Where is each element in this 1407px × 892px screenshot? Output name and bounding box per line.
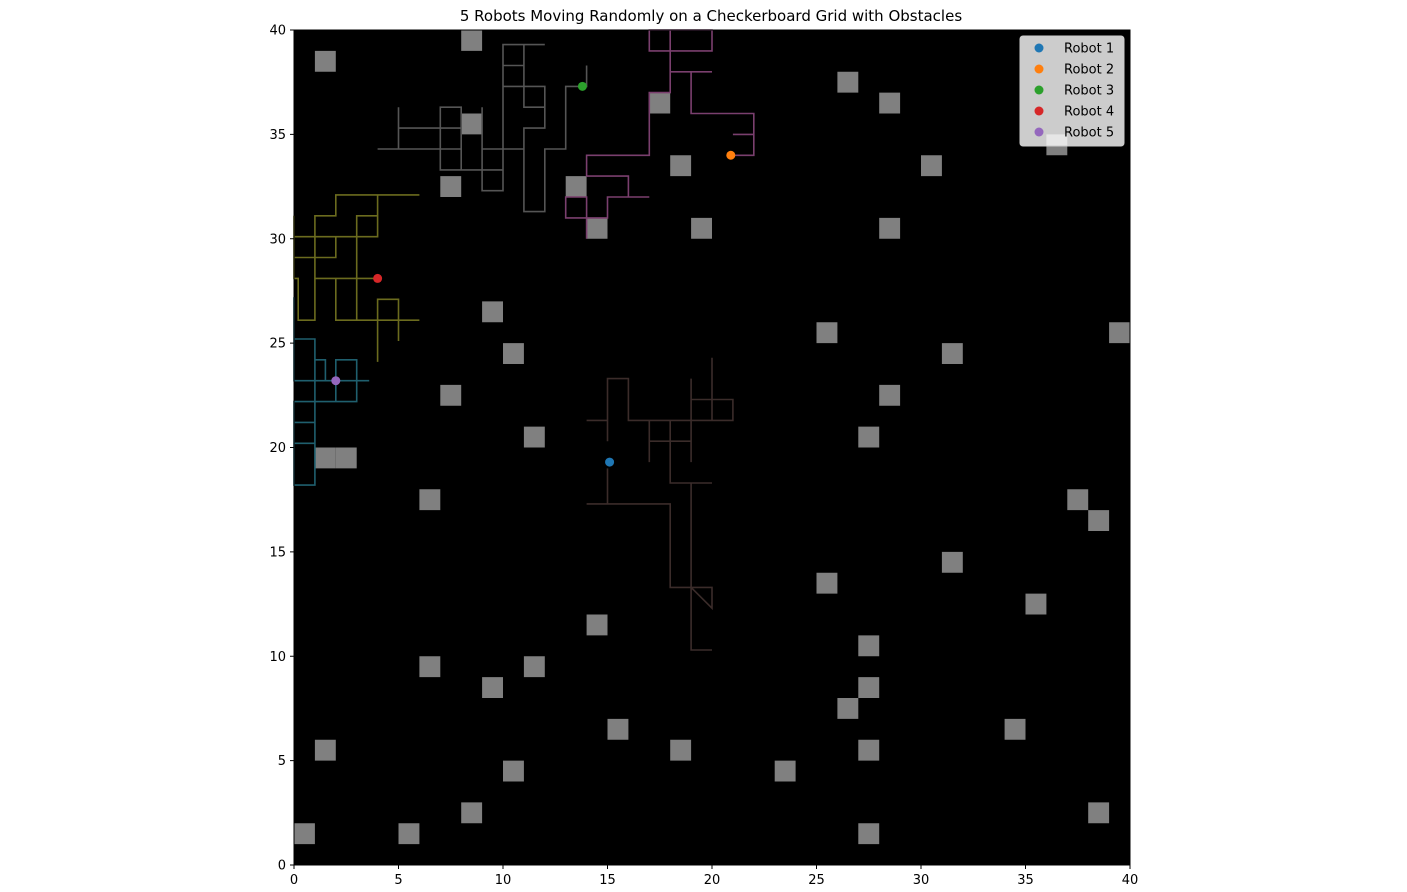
obstacle-cell bbox=[461, 113, 483, 135]
obstacle-cell bbox=[335, 447, 357, 469]
robot-3-trail bbox=[377, 43, 588, 213]
obstacle-cell bbox=[565, 176, 587, 197]
legend-label: Robot 5 bbox=[1064, 126, 1114, 141]
x-tick-label: 35 bbox=[1017, 873, 1034, 888]
obstacle-cell bbox=[941, 551, 963, 573]
obstacle-cell bbox=[649, 92, 671, 114]
obstacle-cell bbox=[482, 677, 503, 698]
obstacle-cell bbox=[607, 718, 629, 740]
y-tick-label: 35 bbox=[269, 128, 286, 143]
y-tick-label: 25 bbox=[269, 337, 286, 352]
obstacle-cell bbox=[1109, 322, 1130, 344]
obstacle-cell bbox=[503, 760, 524, 782]
legend-label: Robot 1 bbox=[1064, 42, 1114, 57]
robot-5-marker bbox=[331, 376, 341, 386]
obstacle-cell bbox=[314, 50, 336, 72]
obstacle-cell bbox=[419, 489, 441, 511]
obstacle-cell bbox=[858, 426, 880, 448]
obstacle-cell bbox=[858, 635, 880, 657]
obstacle-cell bbox=[670, 739, 692, 761]
x-tick-label: 15 bbox=[599, 873, 616, 888]
obstacle-cell bbox=[398, 823, 420, 845]
obstacle-cell bbox=[440, 176, 462, 197]
obstacle-cell bbox=[816, 572, 838, 594]
legend: Robot 1 Robot 2 Robot 3 Robot 4 Robot 5 bbox=[1019, 35, 1125, 147]
plot-area bbox=[294, 30, 1130, 865]
y-tick-label: 40 bbox=[269, 24, 286, 39]
obstacle-cell bbox=[837, 71, 859, 93]
legend-label: Robot 2 bbox=[1064, 63, 1114, 78]
legend-box bbox=[1019, 35, 1125, 147]
obstacle-cell bbox=[1088, 510, 1110, 531]
y-axis: 0 5 10 15 20 25 30 35 40 bbox=[269, 24, 294, 874]
obstacle-cell bbox=[482, 301, 503, 323]
robot-4-marker bbox=[373, 273, 383, 283]
legend-marker bbox=[1034, 85, 1044, 95]
obstacle-cell bbox=[440, 384, 462, 406]
robot-1-marker bbox=[605, 457, 615, 467]
obstacle-cell bbox=[586, 614, 608, 636]
robot-3-marker bbox=[577, 81, 587, 91]
robots-layer bbox=[331, 81, 736, 467]
x-tick-label: 10 bbox=[495, 873, 512, 888]
robot-2-marker bbox=[726, 150, 736, 160]
obstacle-cell bbox=[837, 698, 859, 719]
obstacle-cell bbox=[1067, 489, 1089, 511]
obstacle-cell bbox=[503, 343, 524, 364]
x-axis: 0 5 10 15 20 25 30 35 40 bbox=[290, 865, 1138, 888]
x-tick-label: 20 bbox=[704, 873, 721, 888]
x-tick-label: 30 bbox=[913, 873, 930, 888]
legend-marker bbox=[1034, 106, 1044, 116]
x-tick-label: 5 bbox=[394, 873, 402, 888]
obstacle-cell bbox=[879, 384, 901, 406]
obstacle-cell bbox=[314, 739, 336, 761]
legend-marker bbox=[1034, 64, 1044, 74]
obstacle-cell bbox=[461, 802, 483, 824]
obstacle-cell bbox=[523, 426, 545, 448]
y-tick-label: 15 bbox=[269, 545, 286, 560]
obstacle-cell bbox=[691, 217, 712, 239]
obstacle-cell bbox=[670, 155, 692, 177]
obstacle-cell bbox=[879, 92, 901, 114]
obstacle-cell bbox=[941, 343, 963, 364]
obstacle-cell bbox=[314, 447, 336, 469]
robot-4-trail bbox=[293, 194, 420, 362]
obstacle-cell bbox=[921, 155, 942, 177]
obstacle-cell bbox=[858, 823, 880, 845]
y-tick-label: 20 bbox=[269, 441, 286, 456]
obstacle-cell bbox=[294, 823, 315, 845]
obstacle-cell bbox=[419, 656, 441, 678]
x-tick-label: 25 bbox=[808, 873, 825, 888]
obstacle-cell bbox=[1004, 718, 1026, 740]
obstacle-cell bbox=[858, 739, 880, 761]
obstacle-cell bbox=[523, 656, 545, 678]
obstacle-cell bbox=[1025, 593, 1047, 615]
y-tick-label: 30 bbox=[269, 232, 286, 247]
robot-1-trail bbox=[586, 357, 734, 651]
legend-label: Robot 4 bbox=[1064, 105, 1114, 120]
y-tick-label: 5 bbox=[278, 754, 286, 769]
y-tick-label: 0 bbox=[278, 859, 286, 874]
obstacles-layer bbox=[294, 30, 1130, 845]
obstacle-cell bbox=[816, 322, 838, 344]
robot-2-trail bbox=[564, 29, 755, 239]
obstacle-cell bbox=[586, 217, 608, 239]
obstacle-cell bbox=[774, 760, 796, 782]
chart-title: 5 Robots Moving Randomly on a Checkerboa… bbox=[460, 7, 962, 25]
y-tick-label: 10 bbox=[269, 650, 286, 665]
x-tick-label: 0 bbox=[290, 873, 298, 888]
legend-marker bbox=[1034, 43, 1044, 53]
obstacle-cell bbox=[858, 677, 880, 698]
obstacle-cell bbox=[461, 30, 483, 51]
obstacle-cell bbox=[1088, 802, 1110, 824]
legend-marker bbox=[1034, 127, 1044, 137]
trails-layer bbox=[293, 29, 755, 651]
x-tick-label: 40 bbox=[1122, 873, 1139, 888]
obstacle-cell bbox=[879, 217, 901, 239]
legend-label: Robot 3 bbox=[1064, 84, 1114, 99]
